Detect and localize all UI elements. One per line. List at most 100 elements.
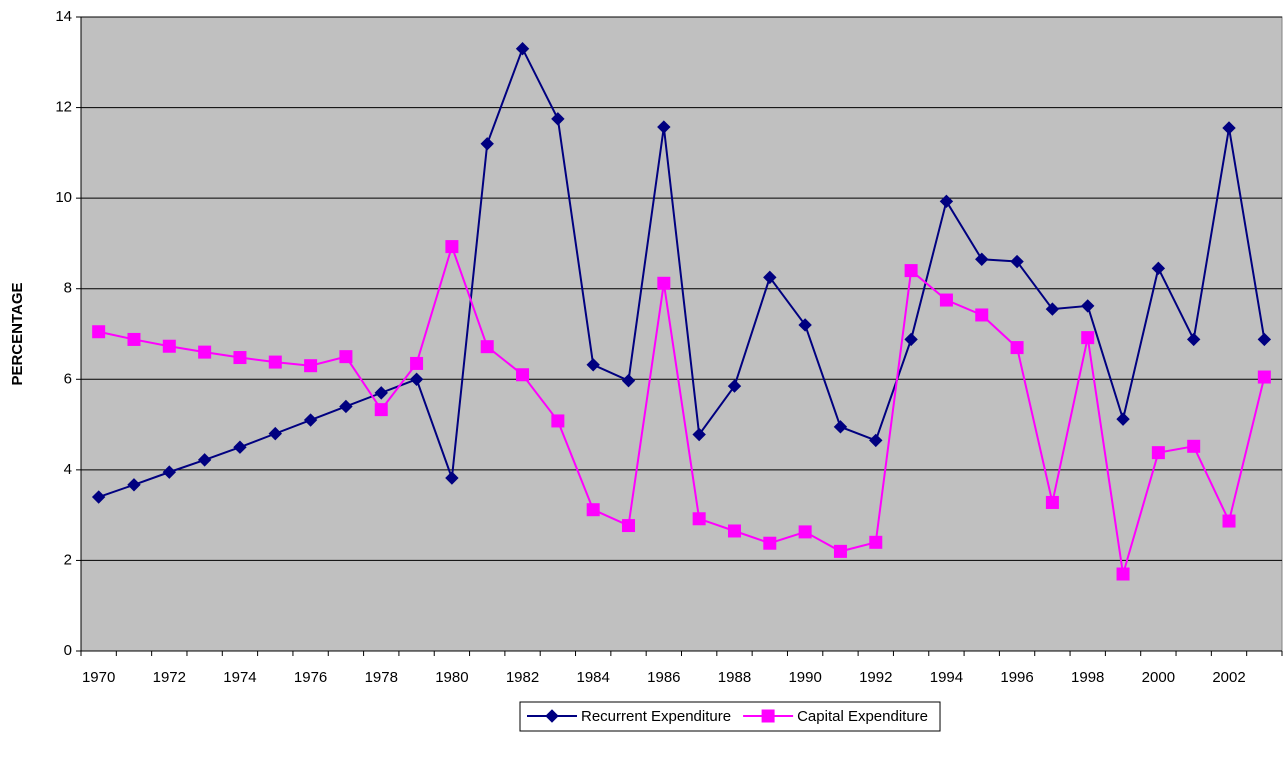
x-tick-label: 1978 [365, 669, 398, 686]
x-tick-label: 2002 [1212, 669, 1245, 686]
data-point [233, 440, 247, 454]
data-point [480, 137, 494, 151]
data-point [410, 356, 424, 370]
data-point [621, 373, 636, 388]
x-tick-label: 1988 [718, 669, 751, 686]
y-tick-label: 2 [64, 551, 72, 568]
x-tick-label: 1992 [859, 669, 892, 686]
data-point [374, 386, 388, 400]
data-point [869, 433, 883, 448]
data-point [409, 372, 424, 386]
y-tick-label: 14 [55, 8, 72, 25]
legend-label: Capital Expenditure [797, 708, 928, 725]
data-point [551, 112, 565, 126]
data-point [1081, 331, 1095, 345]
data-point [516, 368, 530, 382]
data-point [127, 332, 141, 346]
y-tick-label: 8 [64, 280, 72, 297]
legend: Recurrent Expenditure Capital Expenditure [519, 701, 941, 732]
data-point [1257, 370, 1271, 384]
x-tick-label: 1996 [1000, 669, 1033, 686]
data-point [763, 536, 777, 550]
data-point [303, 413, 318, 427]
data-point [939, 293, 953, 307]
plot-area [80, 16, 1283, 652]
data-point [1045, 302, 1060, 316]
data-point [975, 252, 989, 266]
data-point [268, 355, 282, 369]
data-point [1045, 495, 1059, 509]
y-tick-label: 6 [64, 370, 72, 387]
data-point [939, 194, 954, 209]
y-axis-label: PERCENTAGE [9, 282, 26, 385]
data-point [833, 544, 847, 558]
data-point [127, 478, 141, 492]
data-point [339, 350, 353, 364]
data-point [445, 240, 459, 254]
data-point [1222, 514, 1236, 528]
data-point [1151, 261, 1166, 276]
data-point [727, 379, 742, 393]
x-tick-label: 1982 [506, 669, 539, 686]
data-point [1116, 567, 1130, 581]
data-point [904, 264, 918, 278]
data-point [551, 414, 565, 428]
data-point [480, 340, 494, 354]
data-point [1010, 254, 1024, 269]
x-tick-label: 1990 [788, 669, 821, 686]
data-point [798, 318, 812, 332]
x-tick-label: 1974 [223, 669, 256, 686]
data-point [1187, 439, 1201, 453]
data-point [515, 41, 530, 56]
data-point [586, 358, 600, 372]
data-point [1186, 332, 1201, 347]
legend-box [519, 701, 941, 732]
data-point [1116, 412, 1130, 426]
data-point [162, 465, 177, 479]
data-point [763, 270, 777, 285]
data-point [1151, 446, 1165, 460]
data-point [692, 512, 706, 526]
x-tick-label: 1976 [294, 669, 327, 686]
data-point [904, 332, 918, 347]
data-point [975, 308, 989, 322]
data-point [692, 427, 706, 442]
data-point [339, 399, 353, 414]
legend-marker [545, 709, 559, 723]
data-point [233, 351, 247, 365]
data-point [92, 325, 106, 339]
data-point [1257, 332, 1272, 347]
data-point [268, 426, 282, 441]
x-tick-label: 1994 [930, 669, 963, 686]
data-point [162, 339, 176, 353]
data-point [1081, 299, 1095, 313]
y-tick-label: 0 [64, 642, 72, 659]
data-point [798, 525, 812, 539]
data-point [374, 403, 388, 417]
legend-label: Recurrent Expenditure [581, 708, 731, 725]
y-tick-label: 12 [55, 99, 72, 116]
y-tick-label: 10 [55, 189, 72, 206]
data-point [91, 490, 106, 504]
x-tick-label: 1998 [1071, 669, 1104, 686]
series-line [98, 243, 1266, 575]
data-point [304, 359, 318, 373]
y-tick-label: 4 [64, 461, 72, 478]
data-point [1010, 341, 1024, 355]
data-point [727, 524, 741, 538]
data-point [1222, 121, 1236, 135]
data-point [833, 420, 848, 434]
data-point [586, 503, 600, 517]
x-tick-label: 1972 [153, 669, 186, 686]
x-tick-label: 1986 [647, 669, 680, 686]
x-tick-label: 1984 [577, 669, 610, 686]
series-line [98, 46, 1266, 498]
data-point [445, 471, 459, 485]
x-tick-label: 2000 [1142, 669, 1175, 686]
legend-marker [761, 709, 775, 723]
data-point [657, 120, 671, 134]
data-point [869, 535, 883, 549]
data-point [657, 276, 671, 290]
data-point [197, 453, 212, 467]
data-point [622, 519, 636, 533]
